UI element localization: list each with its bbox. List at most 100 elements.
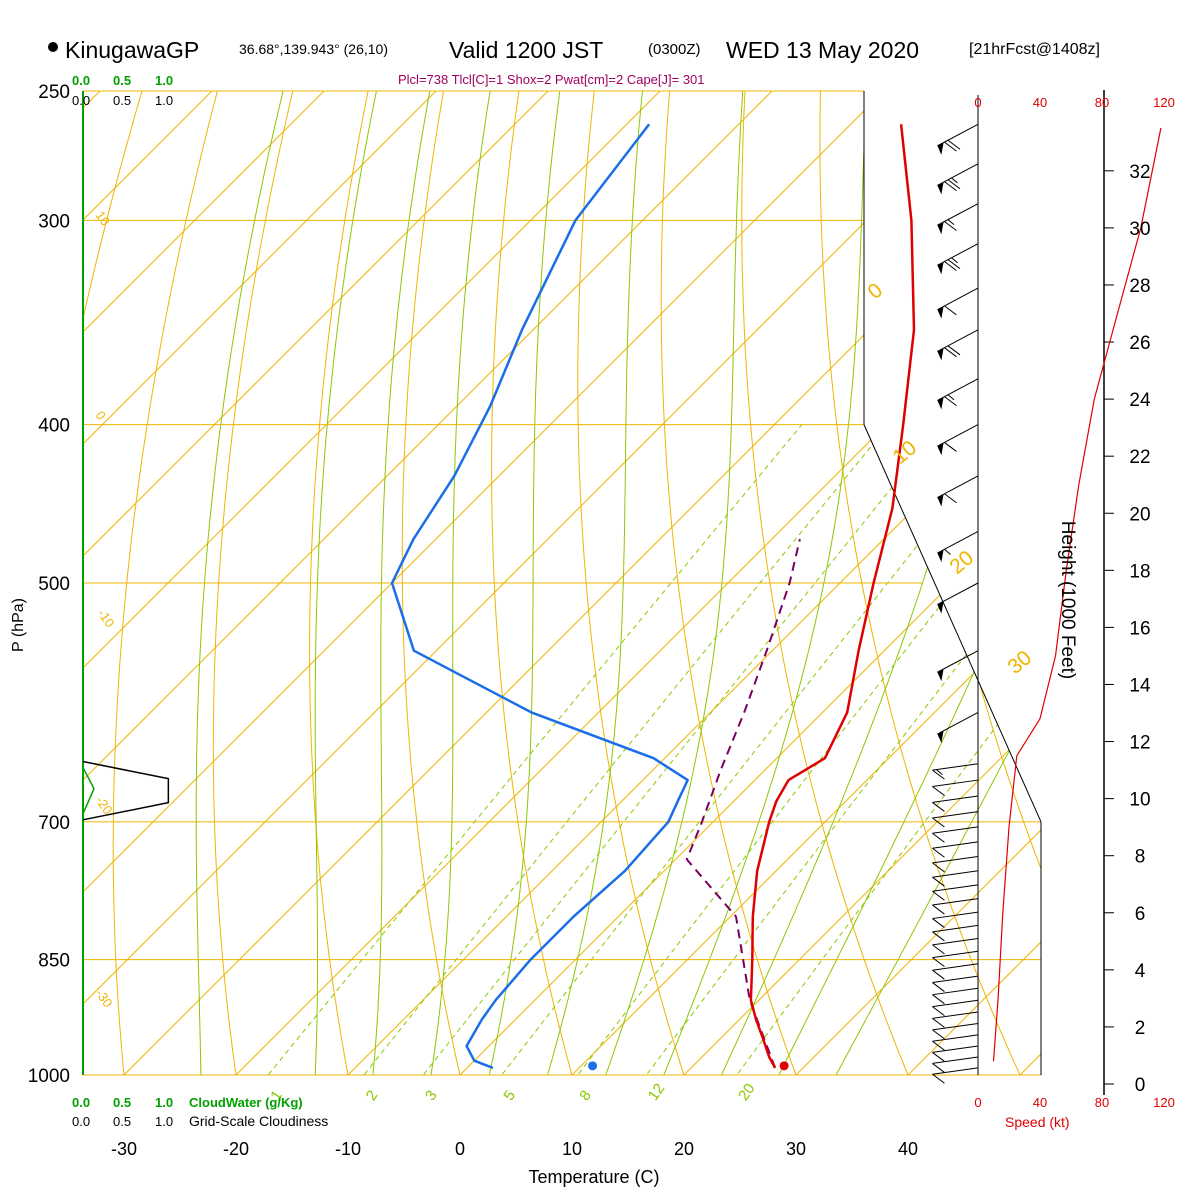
speed-tick-bottom: 80 [1095, 1095, 1109, 1110]
dewpoint-profile [390, 123, 689, 1070]
wind-barb-pennant [937, 142, 944, 155]
wind-barb [932, 911, 979, 928]
wind-barb-flag [932, 918, 945, 928]
wind-barb-flag [932, 1040, 945, 1051]
isotherm-line [907, 91, 1041, 1075]
dry-adiabat [741, 91, 924, 1075]
wind-barb [937, 650, 979, 682]
wind-barb-flag [932, 847, 945, 858]
pressure-tick-label: 300 [38, 211, 70, 232]
isotherm-line [1019, 91, 1041, 1075]
pressure-tick-label: 850 [38, 951, 70, 972]
wind-barb [932, 870, 979, 887]
station-coords: 36.68°,139.943° (26,10) [239, 41, 388, 57]
wind-barb-staff [932, 811, 979, 819]
mixing-ratio-line [239, 424, 803, 1075]
height-tick-label: 0 [1135, 1075, 1146, 1096]
wind-barb-flag [944, 261, 957, 271]
wind-barb-halfflag [951, 257, 958, 264]
speed-tick-top: 0 [974, 95, 981, 110]
sounding-params: Plcl=738 Tlcl[C]=1 Shox=2 Pwat[cm]=2 Cap… [398, 72, 705, 87]
wind-barb [937, 329, 979, 361]
wind-barb-flag [944, 493, 957, 504]
wind-barb [932, 811, 979, 828]
wind-barb [932, 779, 979, 796]
wind-barb-staff [932, 870, 979, 878]
wind-barb-flag [932, 944, 945, 955]
height-tick-label: 28 [1129, 276, 1150, 297]
wind-barb-staff [932, 795, 979, 803]
valid-date: WED 13 May 2020 [726, 37, 919, 63]
isotherm-line [795, 91, 1041, 1075]
wind-barb [932, 884, 979, 901]
cloudiness-tick-bottom: 0.0 [72, 1114, 90, 1129]
cloudwater-tick-bottom: 0.0 [72, 1095, 90, 1110]
wind-barb-flag [944, 347, 957, 358]
wind-barb-flag [944, 442, 957, 452]
moist-adiabat [648, 91, 868, 1075]
wind-barb-staff [932, 911, 979, 920]
moist-adiabat [592, 91, 746, 1075]
wind-barb [932, 1056, 979, 1073]
height-tick-label: 22 [1129, 447, 1150, 468]
cloudiness-profile [82, 760, 170, 821]
wind-barb [932, 1034, 979, 1051]
mixing-ratio-line [335, 424, 890, 1075]
wind-barb-staff [932, 855, 979, 864]
wind-barbs [932, 123, 979, 1084]
wind-barb-staff [937, 531, 979, 554]
dry-adiabat [309, 91, 375, 1075]
wind-barb-staff [937, 378, 979, 401]
x-tick-label: 40 [898, 1139, 918, 1159]
wind-barb-staff [932, 898, 979, 906]
wind-barb-flag [932, 1073, 945, 1084]
chart-lines [82, 123, 1162, 1071]
wind-barb [932, 841, 979, 858]
wind-barb [937, 711, 979, 744]
wind-barb-flag [932, 786, 945, 796]
cloudiness-label: Grid-Scale Cloudiness [189, 1113, 328, 1129]
dry-adiabat [212, 91, 301, 1075]
wind-barb [932, 950, 979, 968]
mixing-ratio-line [474, 424, 1014, 1075]
wind-barb-flag [932, 769, 945, 780]
wind-barb-pennant [937, 306, 944, 319]
wind-barb [932, 975, 979, 992]
wind-barb-staff [937, 123, 979, 147]
wind-barb [932, 763, 979, 780]
dry-adiabat [491, 91, 583, 1075]
wind-barb-staff [937, 287, 979, 311]
wind-barb-staff [932, 1034, 979, 1042]
wind-barb-flag [932, 802, 945, 812]
mixing-ratio-label: 20 [735, 1080, 758, 1103]
wind-barb-halfflag [947, 394, 955, 401]
speed-tick-bottom: 120 [1153, 1095, 1175, 1110]
cloudwater-tick-top: 0.0 [72, 73, 90, 88]
dry-adiabat [819, 91, 1037, 1075]
wind-barb-flag [944, 221, 957, 231]
cloudwater-tick-bottom: 1.0 [155, 1095, 173, 1110]
wind-barb-pennant [937, 442, 944, 456]
height-tick-label: 12 [1129, 733, 1150, 754]
height-tick-label: 2 [1135, 1018, 1146, 1039]
wind-barb [937, 163, 979, 195]
y-axis-label: P (hPa) [10, 598, 27, 652]
speed-tick-bottom: 0 [974, 1095, 981, 1110]
parcel-profile [685, 538, 801, 1069]
pressure-tick-label: 500 [38, 574, 70, 595]
wind-barb-flag [947, 179, 961, 190]
mixing-ratio-line [710, 424, 1041, 1075]
height-tick-label: 14 [1129, 675, 1151, 696]
wind-barb-staff [932, 963, 979, 971]
wind-barb-flag [932, 876, 945, 887]
height-tick-label: 30 [1129, 219, 1150, 240]
moist-adiabat [816, 91, 1041, 1075]
valid-utc: (0300Z) [648, 41, 701, 58]
wind-barb-halfflag [951, 177, 958, 184]
wind-barb-staff [937, 650, 979, 673]
isotherm-edge-label: -30 [93, 986, 116, 1010]
forecast-info: [21hrFcst@1408z] [969, 41, 1100, 58]
wind-barb [932, 924, 979, 942]
station-bullet-icon [48, 42, 58, 52]
